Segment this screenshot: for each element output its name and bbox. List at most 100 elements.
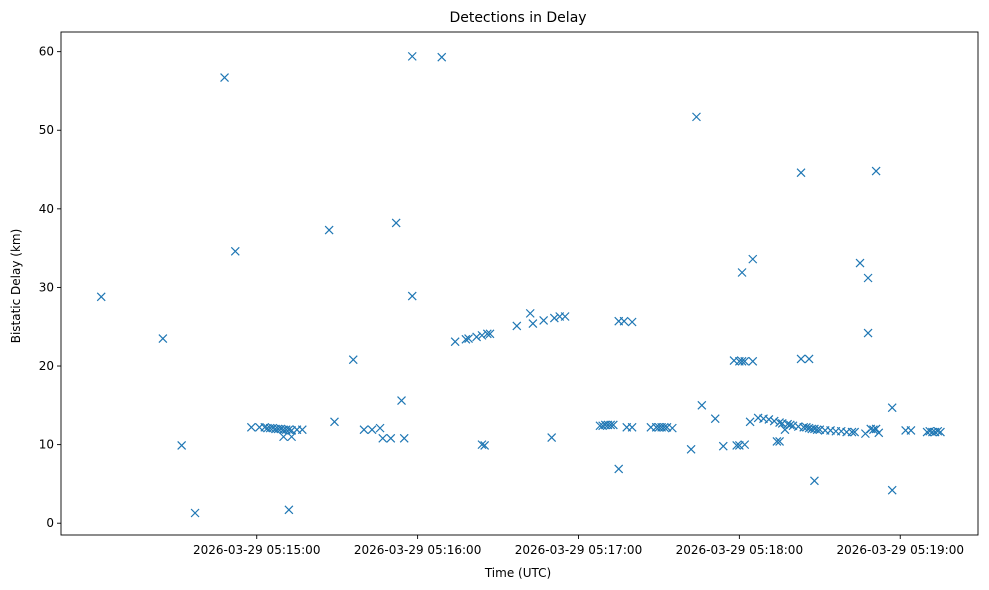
plot-area: 2026-03-29 05:15:00 2026-03-29 05:16:00 20…: [39, 31, 979, 557]
data-point: [375, 423, 385, 433]
data-point: [512, 321, 522, 331]
data-point: [737, 356, 747, 366]
data-point: [330, 417, 339, 427]
axes-frame: [60, 31, 979, 536]
data-point: [284, 505, 294, 515]
data-point: [855, 258, 865, 268]
data-point: [796, 354, 806, 364]
data-point: [287, 432, 297, 442]
data-point: [812, 425, 822, 435]
data-point: [477, 330, 487, 340]
data-point: [627, 317, 637, 327]
data-point: [560, 312, 570, 321]
data-point: [407, 51, 417, 61]
data-point: [528, 319, 538, 329]
data-point: [887, 485, 897, 495]
data-point: [764, 415, 774, 424]
data-point: [783, 419, 793, 429]
data-point: [324, 225, 334, 235]
x-tick-label: 2026-03-29 05:16:00: [354, 543, 481, 557]
data-point: [158, 334, 168, 343]
data-point: [850, 427, 860, 437]
data-point: [863, 273, 873, 283]
data-point: [279, 432, 288, 442]
data-point: [732, 440, 742, 450]
data-point: [539, 316, 549, 325]
data-point: [869, 425, 878, 435]
data-point: [796, 168, 806, 178]
data-point: [220, 73, 229, 83]
data-point: [775, 418, 785, 428]
data-point: [399, 433, 409, 443]
data-point: [619, 316, 629, 326]
data-point: [386, 433, 396, 443]
data-point: [718, 441, 728, 451]
y-tick-label: 40: [39, 202, 54, 216]
data-point: [378, 433, 388, 443]
data-point: [740, 440, 750, 450]
data-point: [359, 425, 369, 435]
data-point: [348, 355, 358, 365]
x-tick-label: 2026-03-29 05:17:00: [515, 543, 642, 557]
data-point: [407, 291, 417, 301]
data-point: [391, 218, 401, 228]
y-tick-label: 60: [39, 45, 54, 59]
data-point: [367, 425, 377, 435]
data-point: [686, 444, 696, 454]
data-point: [863, 328, 873, 338]
data-point: [190, 508, 200, 518]
data-point: [775, 437, 785, 446]
data-point: [659, 422, 669, 432]
y-tick-label: 30: [39, 280, 54, 294]
data-point: [549, 313, 559, 323]
data-point: [177, 440, 187, 450]
data-point: [472, 332, 482, 342]
data-point: [461, 334, 471, 344]
data-point: [874, 428, 884, 438]
data-point: [740, 356, 750, 366]
data-point: [801, 422, 811, 432]
data-point: [297, 425, 307, 435]
data-point: [450, 337, 460, 347]
y-tick-label: 50: [39, 123, 54, 137]
x-tick-label: 2026-03-29 05:18:00: [676, 543, 803, 557]
data-point: [810, 476, 819, 486]
data-point: [772, 437, 782, 446]
data-point: [871, 424, 881, 434]
data-point: [745, 417, 755, 427]
data-point: [887, 403, 897, 413]
data-point: [769, 416, 779, 426]
data-point: [933, 426, 943, 436]
x-tick-label: 2026-03-29 05:19:00: [837, 543, 964, 557]
data-point: [748, 254, 758, 264]
data-point: [230, 246, 240, 256]
data-point: [525, 308, 535, 318]
data-point: [906, 426, 916, 435]
data-point: [667, 423, 677, 433]
data-point: [871, 166, 881, 176]
data-point: [748, 356, 758, 366]
data-point: [284, 425, 294, 435]
data-point: [482, 329, 492, 339]
y-tick-label: 0: [46, 516, 54, 530]
y-tick-label: 20: [39, 359, 54, 373]
x-tick-label: 2026-03-29 05:15:00: [193, 543, 320, 557]
data-point: [464, 334, 473, 343]
data-point: [606, 420, 616, 430]
data-point: [614, 464, 624, 474]
data-point: [96, 292, 106, 302]
data-point: [710, 414, 720, 424]
data-point: [246, 422, 256, 432]
chart-title: Detections in Delay: [449, 10, 586, 26]
data-point: [397, 396, 406, 406]
data-point: [608, 420, 618, 430]
y-tick-label: 10: [39, 438, 54, 452]
data-point: [480, 440, 490, 450]
x-axis-label: Time (UTC): [484, 566, 551, 580]
data-point: [547, 433, 557, 442]
data-point: [627, 422, 637, 432]
data-point: [804, 354, 814, 364]
data-point: [737, 268, 747, 277]
